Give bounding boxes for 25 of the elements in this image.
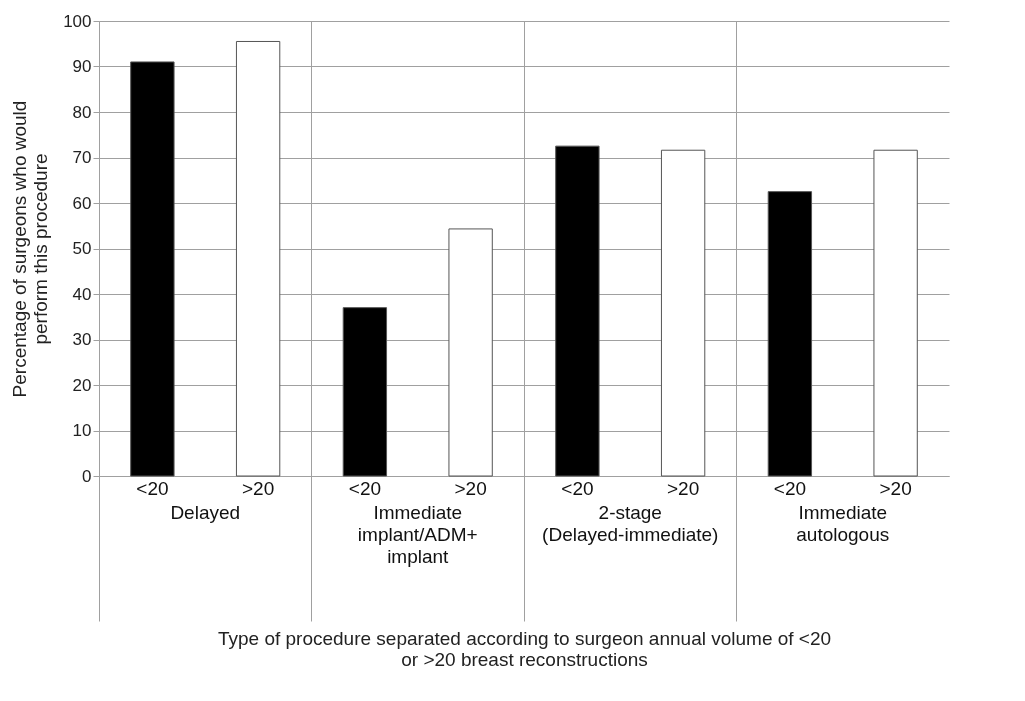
y-tick-label: 40 bbox=[72, 284, 92, 304]
y-tick-label: 90 bbox=[72, 57, 92, 76]
y-tick-label: 80 bbox=[72, 102, 92, 122]
y-axis-title: Percentage of surgeons who would perform this procedure bbox=[9, 100, 52, 398]
text: >20 bbox=[454, 478, 487, 499]
y-tick-label: 100 bbox=[63, 11, 92, 31]
y-tick-label: 50 bbox=[72, 239, 92, 258]
text: >20 bbox=[666, 478, 700, 499]
y-tick-label: 10 bbox=[72, 421, 92, 440]
series-label: <20 bbox=[136, 478, 169, 499]
x-axis-title: Type of procedure separated according to surgeon annual volume of <20 or >20 breast reconstructions bbox=[217, 628, 832, 670]
y-tick-label: 20 bbox=[72, 375, 92, 395]
x-tick-label: 2-stage (Delayed-immediate) bbox=[542, 501, 719, 545]
text: >20 bbox=[879, 478, 912, 499]
series-label: >20 bbox=[241, 478, 275, 499]
y-tick-label: 30 bbox=[72, 330, 92, 349]
x-tick-label: Delayed bbox=[170, 501, 241, 523]
x-tick-label: Immediate implant/ADM+ implant bbox=[357, 501, 478, 567]
y-tick-label: 0 bbox=[82, 466, 92, 486]
y-tick-label: 70 bbox=[72, 148, 92, 167]
text: <20 bbox=[348, 478, 382, 499]
y-tick-label: 60 bbox=[72, 193, 92, 213]
x-tick-label: Immediate autologous bbox=[796, 501, 890, 545]
text: <20 bbox=[561, 478, 594, 499]
text: <20 bbox=[773, 478, 807, 499]
